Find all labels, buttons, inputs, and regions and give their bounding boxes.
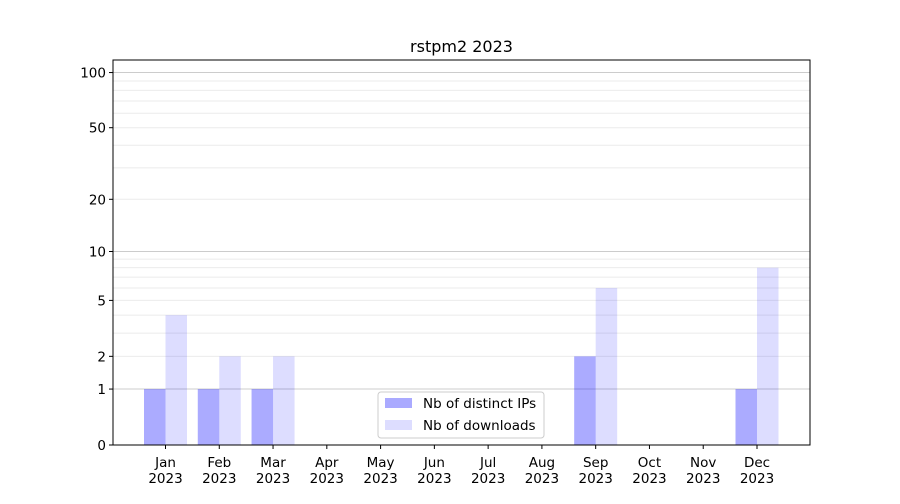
x-tick-label: May 2023 xyxy=(363,455,397,487)
bar-distinct-ips xyxy=(735,389,757,445)
legend-label-downloads: Nb of downloads xyxy=(423,418,536,434)
y-tick-label: 20 xyxy=(89,192,106,208)
bar-distinct-ips xyxy=(574,356,596,445)
y-tick-label: 2 xyxy=(97,349,106,365)
y-tick-label: 0 xyxy=(97,438,106,454)
grid xyxy=(113,72,810,390)
x-tick-label: Jun 2023 xyxy=(417,455,451,487)
x-tick-label: Dec 2023 xyxy=(740,455,774,487)
y-tick-label: 5 xyxy=(97,293,106,309)
bar-downloads xyxy=(165,315,187,445)
bar-downloads xyxy=(273,356,295,445)
legend-swatch-downloads xyxy=(385,420,412,430)
x-tick-label: Jul 2023 xyxy=(471,455,505,487)
x-tick-label: Apr 2023 xyxy=(310,455,344,487)
bar-distinct-ips xyxy=(197,389,220,445)
legend: Nb of distinct IPs Nb of downloads xyxy=(377,391,545,439)
bar-downloads xyxy=(757,267,779,445)
x-tick-label: Oct 2023 xyxy=(632,455,666,487)
bar-distinct-ips xyxy=(144,389,166,445)
bars xyxy=(144,267,779,445)
chart-title: rstpm2 2023 xyxy=(410,37,513,56)
x-tick-label: Mar 2023 xyxy=(256,455,290,487)
legend-label-ips: Nb of distinct IPs xyxy=(423,396,536,412)
y-tick-label: 1 xyxy=(97,382,106,398)
legend-swatch-ips xyxy=(385,398,412,408)
y-tick-label: 50 xyxy=(89,121,106,137)
x-tick-label: Feb 2023 xyxy=(202,455,236,487)
y-tick-label: 10 xyxy=(89,244,106,260)
x-tick-label: Sep 2023 xyxy=(579,455,613,487)
x-tick-label: Jan 2023 xyxy=(148,455,182,487)
plot-frame xyxy=(112,59,811,446)
bar-downloads xyxy=(219,356,241,445)
x-tick-label: Nov 2023 xyxy=(686,455,720,487)
legend-box xyxy=(377,391,545,439)
bar-downloads xyxy=(595,287,618,445)
bar-distinct-ips xyxy=(251,389,274,445)
y-tick-label: 100 xyxy=(80,66,106,82)
x-axis: Jan 2023 Feb 2023 Mar 2023 Apr 2023 May 2023 Jun 20… xyxy=(148,445,774,487)
y-axis: 0 1 2 5 10 20 50 100 xyxy=(80,66,113,454)
x-tick-label: Aug 2023 xyxy=(525,455,559,487)
